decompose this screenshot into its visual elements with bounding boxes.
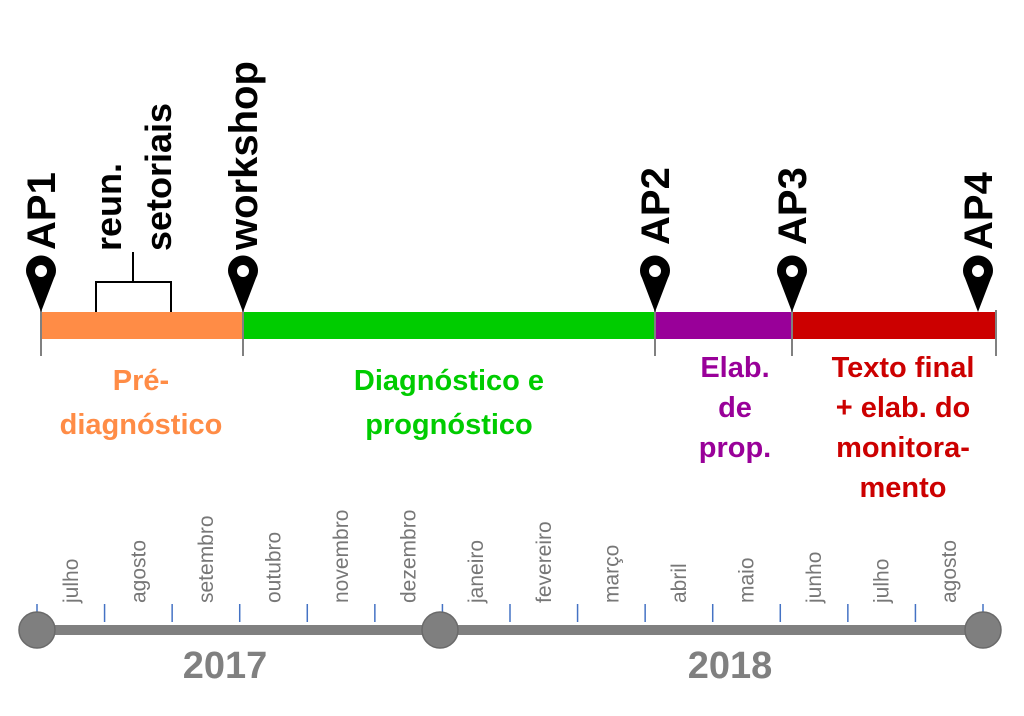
month-label: agosto	[127, 540, 150, 603]
milestone-workshop-label: workshop	[222, 61, 266, 251]
phase-diagnostico-prognostico-label-line: Diagnóstico e	[354, 365, 544, 397]
map-pin-hole	[237, 265, 249, 277]
map-pin-icon	[640, 255, 670, 312]
milestone-ap2-label: AP2	[634, 167, 678, 245]
month-label: novembro	[330, 510, 353, 603]
month-label: agosto	[938, 540, 961, 603]
activity-bracket	[95, 252, 172, 312]
month-label: julho	[60, 559, 83, 604]
milestone-ap4-label: AP4	[957, 171, 1001, 250]
phase-labels: Pré-diagnóstico Diagnóstico e prognóstico E…	[60, 352, 975, 504]
phase-diagnostico-prognostico-label-line: prognóstico	[365, 409, 533, 441]
year-boundary-marker	[421, 611, 459, 649]
milestone-ap1-label: AP1	[20, 172, 64, 250]
phase-elab-prop-label-line: Elab.	[700, 352, 769, 384]
map-pin-icon	[228, 255, 259, 312]
month-label: maio	[736, 557, 759, 603]
activity-label-line-1: reun.	[88, 163, 129, 251]
phase-pre-diagnostico-bar	[41, 312, 243, 339]
phase-bars	[41, 312, 996, 339]
milestone-workshop: workshop	[222, 61, 266, 312]
map-pin-icon	[963, 255, 993, 312]
month-label: outubro	[263, 532, 286, 603]
map-pin-hole	[786, 265, 798, 277]
milestone-ap4: AP4	[957, 171, 1001, 312]
month-label: junho	[803, 552, 826, 604]
map-pin-icon	[25, 255, 56, 312]
year-label: 2017	[183, 645, 268, 687]
year-label: 2018	[688, 645, 773, 687]
month-label: dezembro	[398, 510, 421, 603]
month-axis: julho agosto setembro outubro novembro dezemb…	[18, 510, 1002, 687]
month-label: janeiro	[465, 540, 488, 604]
milestone-ap1: AP1	[20, 172, 64, 312]
map-pin-hole	[649, 265, 661, 277]
activity-label-line-2: setoriais	[138, 103, 179, 251]
phase-texto-final-label-line: Texto final	[832, 352, 975, 384]
phase-texto-final-bar	[792, 312, 996, 339]
map-pin-icon	[776, 255, 807, 312]
month-label: setembro	[195, 515, 218, 603]
month-label: abril	[668, 563, 691, 603]
phase-pre-diagnostico-label-line: Pré-	[113, 365, 169, 397]
phase-texto-final-label-line: monitora-	[836, 432, 970, 464]
month-label: julho	[871, 559, 894, 604]
phase-elab-prop-bar	[655, 312, 792, 339]
phase-texto-final-label-line: mento	[860, 472, 947, 504]
phase-diagnostico-prognostico-bar	[243, 312, 655, 339]
month-label: março	[600, 545, 623, 603]
year-boundary-marker	[964, 611, 1002, 649]
activity-reun-setoriais: reun. setoriais	[88, 103, 179, 312]
map-pin-hole	[35, 265, 47, 277]
year-boundary-marker	[18, 611, 56, 649]
phase-elab-prop-label-line: de	[718, 392, 752, 424]
phase-texto-final-label-line: + elab. do	[836, 392, 971, 424]
map-pin-hole	[972, 265, 984, 277]
milestone-ap3-label: AP3	[771, 167, 815, 245]
month-label: fevereiro	[533, 521, 556, 603]
milestone-markers: AP1 workshop AP2 AP3 AP4	[20, 61, 1001, 312]
phase-boundary-ticks	[40, 310, 997, 356]
phase-elab-prop-label-line: prop.	[699, 432, 772, 464]
milestone-ap2: AP2	[634, 167, 678, 312]
milestone-ap3: AP3	[771, 167, 815, 312]
phase-pre-diagnostico-label-line: diagnóstico	[60, 409, 223, 441]
